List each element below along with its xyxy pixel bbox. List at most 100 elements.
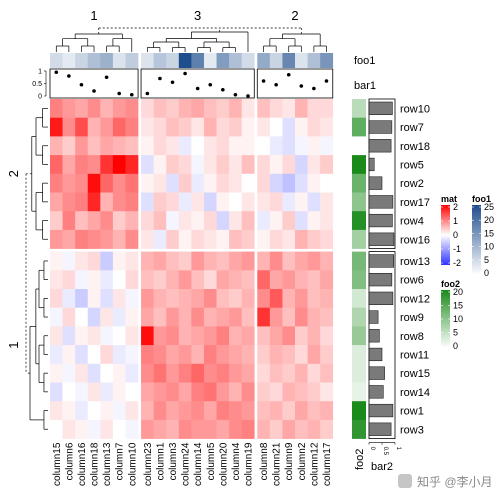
heatmap-cell	[87, 99, 101, 118]
heatmap-cell	[203, 117, 217, 137]
heatmap-cell	[229, 136, 242, 156]
heatmap-cell	[203, 99, 217, 118]
heatmap-cell	[50, 192, 63, 212]
heatmap-cell	[203, 326, 217, 346]
heatmap-cell	[320, 117, 334, 137]
heatmap-cell	[125, 289, 139, 308]
heatmap-cell	[269, 345, 283, 365]
heatmap-cell	[178, 326, 192, 346]
foo2-cell	[352, 382, 366, 402]
bar1-point	[104, 75, 109, 80]
heatmap-cell	[75, 419, 89, 439]
heatmap-cell	[87, 345, 101, 365]
heatmap-cell	[141, 136, 154, 156]
row-label: row15	[400, 368, 430, 380]
heatmap-cell	[241, 229, 255, 249]
heatmap-cell	[141, 363, 154, 383]
heatmap-cell	[75, 251, 89, 271]
heatmap-cell	[241, 136, 255, 156]
heatmap-cell	[282, 382, 296, 402]
heatmap-cell	[125, 307, 139, 327]
heatmap-cell	[216, 251, 230, 271]
legend-tick-label: 15	[484, 228, 494, 238]
heatmap-cell	[125, 99, 139, 118]
heatmap-cell	[178, 229, 192, 249]
bar1-point	[208, 82, 213, 87]
heatmap-cell	[100, 363, 114, 383]
heatmap-cell	[112, 211, 126, 231]
heatmap-cell	[203, 382, 217, 402]
legend-tick-label: 5	[453, 328, 458, 338]
heatmap-cell	[241, 382, 255, 402]
heatmap-cell	[153, 117, 167, 137]
foo2-cell	[352, 326, 366, 346]
heatmap-cell	[153, 136, 167, 156]
column-label: column18	[90, 442, 101, 486]
bar2-bar	[368, 232, 395, 246]
heatmap-cell	[166, 173, 180, 193]
heatmap-cell	[229, 345, 242, 365]
column-label: column14	[193, 442, 204, 486]
heatmap-cell	[62, 155, 76, 175]
heatmap-cell	[100, 382, 114, 402]
heatmap-cell	[241, 345, 255, 365]
heatmap-cell	[62, 345, 76, 365]
heatmap-cell	[295, 401, 308, 421]
heatmap-cell	[295, 136, 308, 156]
heatmap-cell	[203, 401, 217, 421]
heatmap-cell	[62, 326, 76, 346]
heatmap-cell	[320, 326, 334, 346]
heatmap-cell	[191, 251, 205, 271]
heatmap-cell	[229, 270, 242, 290]
heatmap-cell	[100, 345, 114, 365]
heatmap-cell	[320, 289, 334, 308]
heatmap-cell	[295, 251, 308, 271]
heatmap-cell	[166, 155, 180, 175]
bar2-bar	[368, 195, 394, 209]
watermark: 知乎 @李小月	[398, 474, 493, 489]
heatmap-cell	[307, 251, 321, 271]
column-label: column23	[143, 442, 154, 486]
heatmap-cell	[125, 173, 139, 193]
heatmap-cell	[153, 382, 167, 402]
heatmap-cell	[100, 99, 114, 118]
heatmap-cell	[178, 155, 192, 175]
heatmap-cell	[241, 99, 255, 118]
heatmap-cell	[203, 270, 217, 290]
heatmap-cell	[269, 173, 283, 193]
heatmap-cell	[50, 307, 63, 327]
heatmap-cell	[153, 192, 167, 212]
heatmap-cell	[100, 173, 114, 193]
heatmap-cell	[203, 211, 217, 231]
heatmap-cell	[153, 155, 167, 175]
heatmap-cell	[87, 251, 101, 271]
heatmap-cell	[282, 345, 296, 365]
bar1-axis-tick-label: 0.5	[32, 81, 42, 88]
heatmap-cell	[203, 251, 217, 271]
row-label: row17	[400, 197, 430, 209]
heatmap-cell	[112, 307, 126, 327]
heatmap-cell	[269, 117, 283, 137]
heatmap-cell	[87, 229, 101, 249]
heatmap-cell	[320, 173, 334, 193]
heatmap-cell	[241, 289, 255, 308]
heatmap-cell	[62, 363, 76, 383]
heatmap-cell	[50, 419, 63, 439]
row-label: row14	[400, 387, 430, 399]
column-label: column21	[272, 442, 283, 486]
bar2-annotation-label: bar2	[371, 461, 393, 473]
bar1-point	[158, 76, 162, 81]
heatmap-cell	[75, 401, 89, 421]
heatmap-cell	[125, 345, 139, 365]
heatmap-cell	[320, 136, 334, 156]
heatmap-cell	[257, 251, 271, 271]
heatmap-cell	[75, 192, 89, 212]
heatmap-cell	[50, 173, 63, 193]
heatmap-cell	[50, 155, 63, 175]
heatmap-cell	[141, 211, 154, 231]
bar1-point	[233, 92, 238, 97]
heatmap-cell	[125, 211, 139, 231]
legend-tick-label: 20	[484, 215, 494, 225]
heatmap-cell	[295, 155, 308, 175]
heatmap-cell	[320, 211, 334, 231]
